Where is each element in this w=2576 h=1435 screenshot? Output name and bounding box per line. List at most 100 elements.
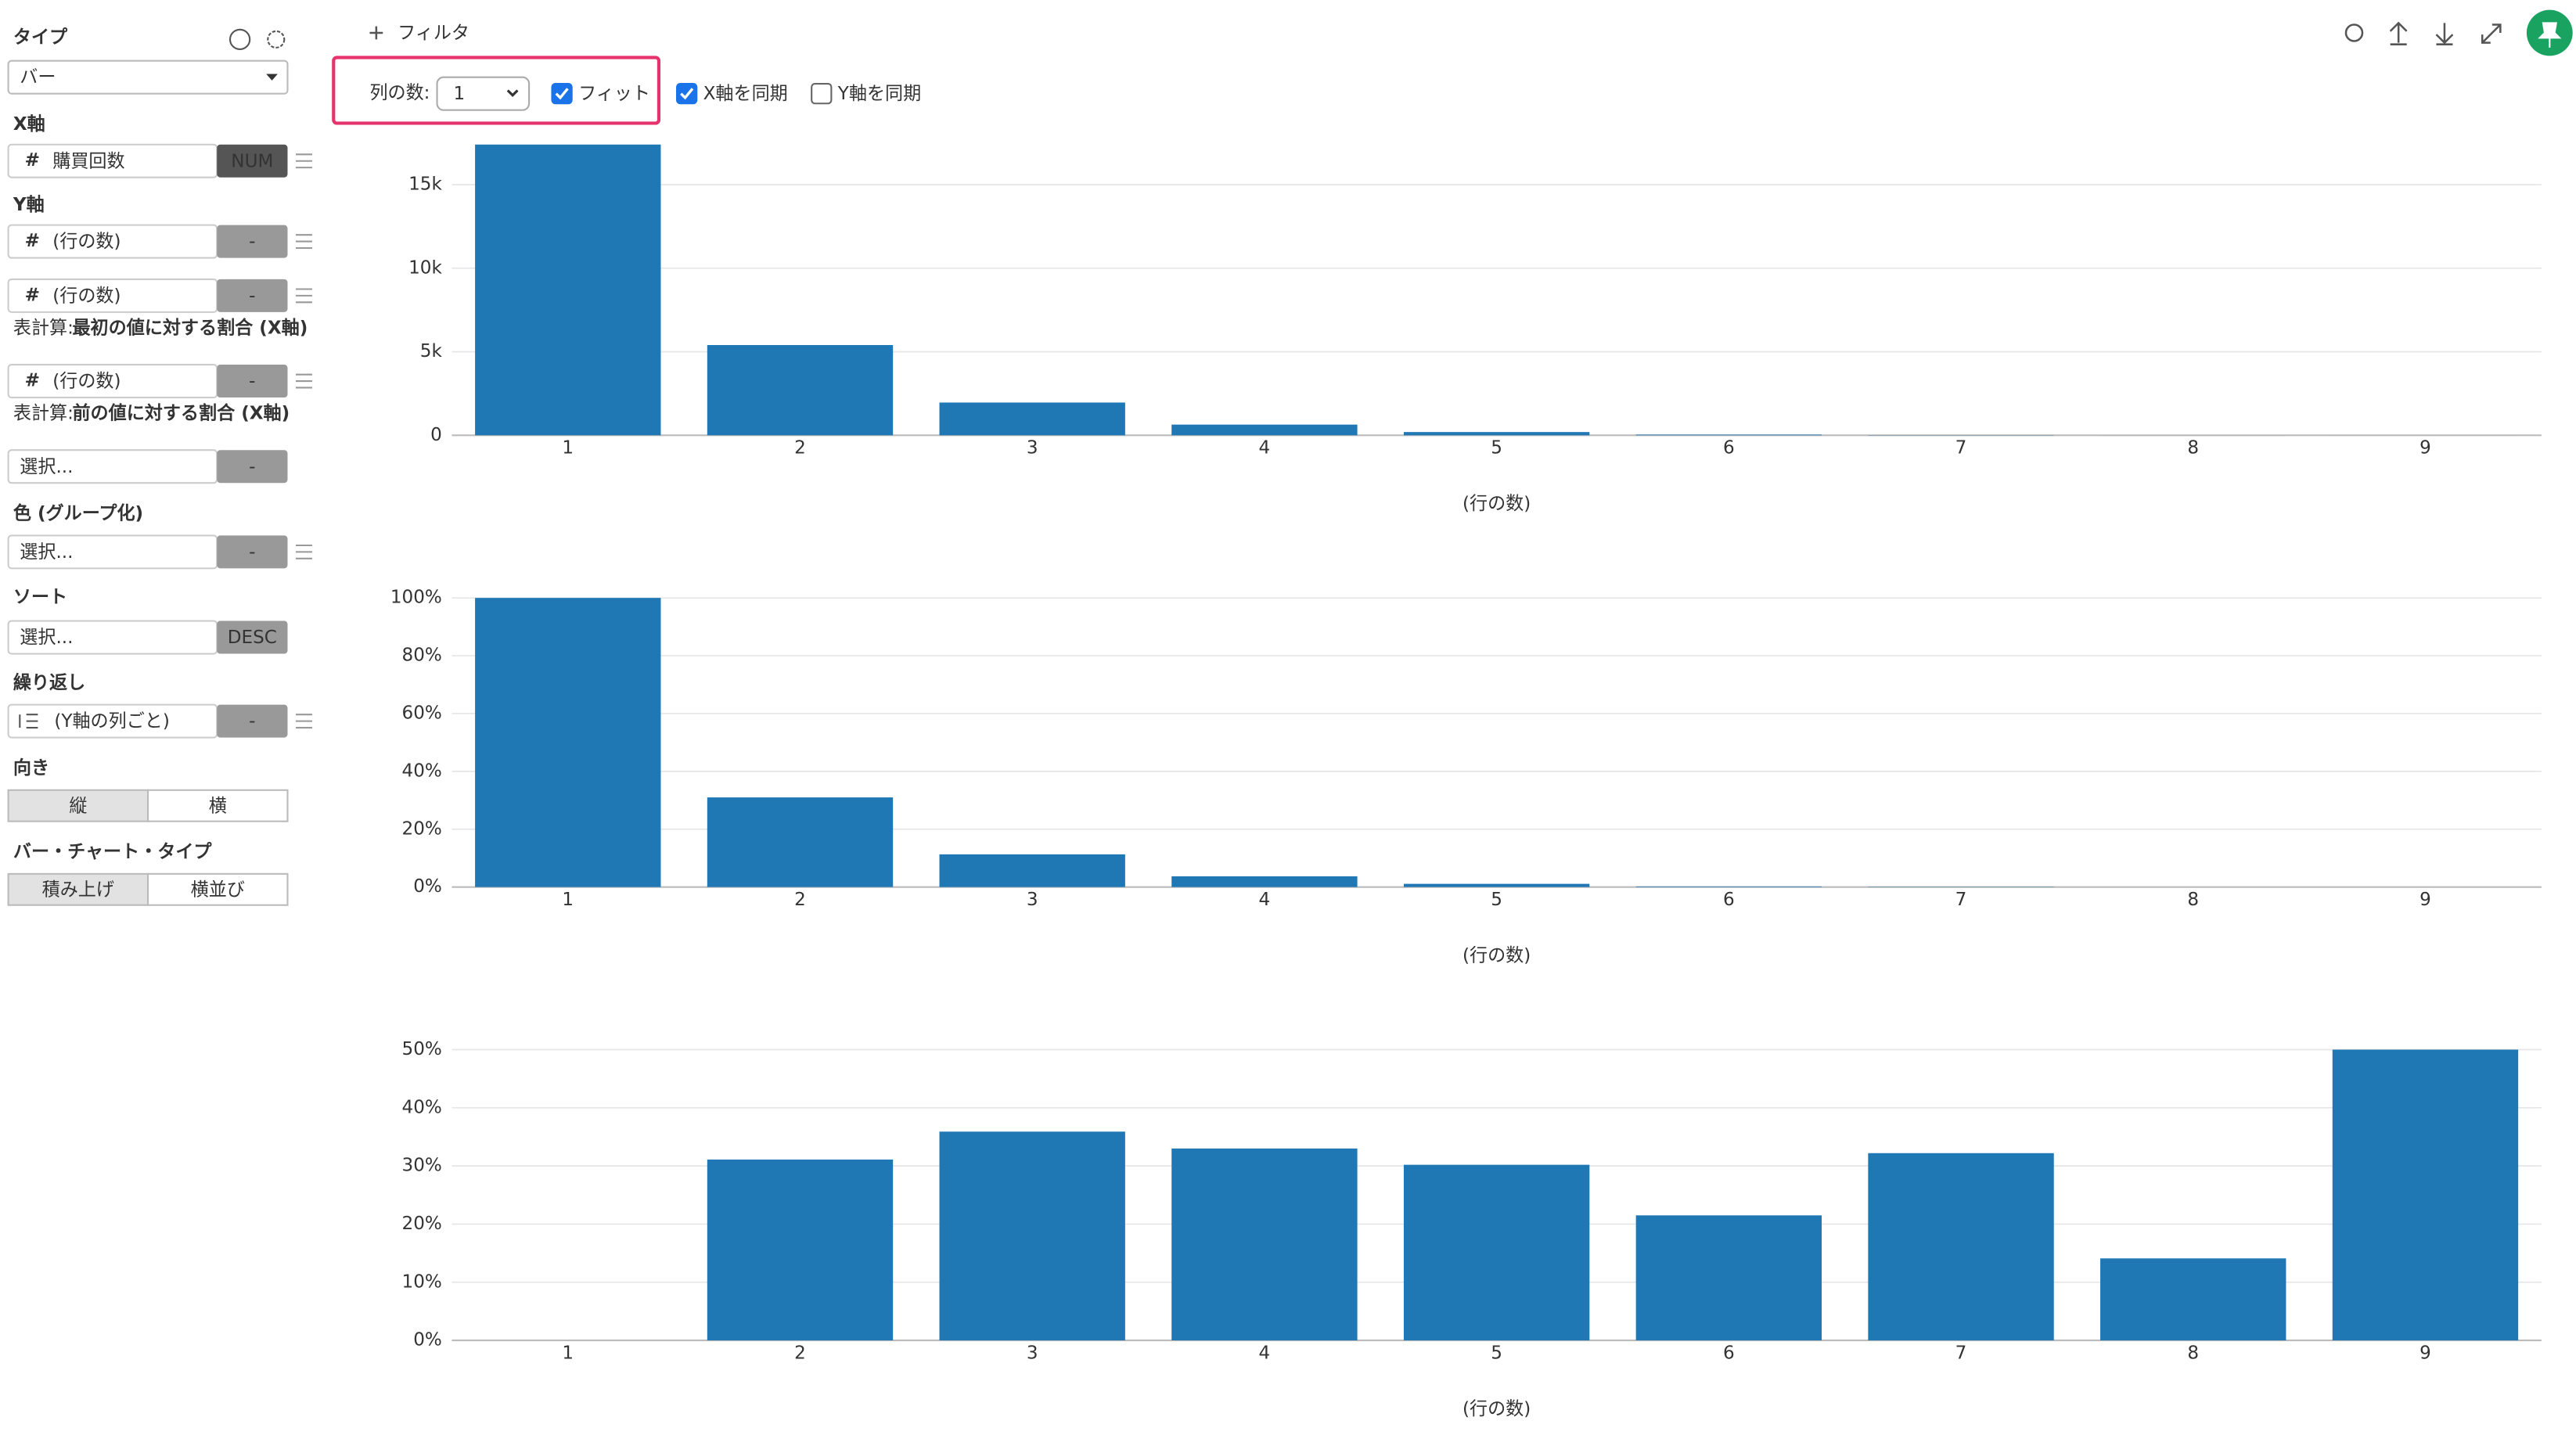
field-badge[interactable] — [217, 279, 288, 312]
y-tick-label: 5k — [420, 341, 443, 361]
x-tick-label: 2 — [794, 890, 806, 910]
bar — [1635, 1215, 1822, 1341]
x-axis-title: (行の数) — [1462, 494, 1531, 514]
field-icon: # — [25, 150, 40, 171]
x-tick-label: 3 — [1027, 890, 1038, 910]
bar — [1403, 1164, 1590, 1341]
bar — [1171, 1148, 1358, 1341]
columns-select[interactable] — [436, 76, 531, 111]
x-tick-label: 9 — [2419, 438, 2431, 459]
checkbox[interactable] — [675, 83, 698, 105]
field-badge[interactable] — [217, 620, 288, 654]
field-badge[interactable] — [217, 225, 288, 258]
drag-handle[interactable] — [295, 714, 312, 729]
field-name: 選択... — [20, 542, 73, 563]
drag-handle[interactable] — [295, 153, 312, 169]
y-tick-label: 40% — [402, 1097, 442, 1117]
checkbox[interactable] — [811, 83, 833, 105]
x-tick-label: 1 — [562, 438, 574, 459]
drag-handle[interactable] — [295, 544, 312, 559]
calc-prefix: 表計算: — [13, 404, 74, 424]
toggle-option[interactable] — [146, 872, 289, 906]
field-name: 選択... — [20, 628, 73, 648]
calc-prefix: 表計算: — [13, 318, 74, 338]
bar — [939, 854, 1125, 887]
x-tick-label: 5 — [1491, 438, 1502, 459]
x-tick-label: 4 — [1259, 438, 1271, 459]
toggle-option[interactable] — [7, 872, 149, 906]
x-tick-label: 6 — [1723, 1343, 1735, 1363]
y-tick-label: 10k — [408, 257, 442, 278]
y-tick-label: 0% — [413, 876, 442, 897]
y-tick-label: 15k — [408, 174, 442, 194]
y-tick-label: 0% — [413, 1330, 442, 1350]
x-tick-label: 9 — [2419, 890, 2431, 910]
drag-handle[interactable] — [295, 373, 312, 389]
x-tick-label: 7 — [1955, 890, 1967, 910]
field-name: (行の数) — [52, 372, 121, 392]
columns-value: 1 — [454, 84, 466, 104]
field-badge-text: - — [249, 232, 255, 252]
bar — [1403, 432, 1590, 436]
x-tick-label: 8 — [2187, 890, 2199, 910]
field-badge[interactable] — [217, 535, 288, 569]
y-tick-label: 60% — [402, 703, 442, 723]
comment-icon[interactable] — [2344, 23, 2364, 42]
help-icon[interactable] — [228, 28, 251, 51]
add-filter-icon[interactable] — [369, 26, 383, 40]
bar — [707, 1159, 894, 1341]
field-name: (Y軸の列ごと) — [54, 711, 170, 732]
drag-handle[interactable] — [295, 234, 312, 250]
field-badge-text: - — [249, 542, 255, 563]
drag-handle[interactable] — [295, 288, 312, 304]
bar — [2332, 1049, 2519, 1341]
field-badge-text: - — [249, 372, 255, 392]
x-tick-label: 8 — [2187, 1343, 2199, 1363]
toggle-option-text: 縦 — [69, 796, 87, 816]
x-tick-label: 7 — [1955, 438, 1967, 459]
section-label: Y軸 — [13, 195, 45, 215]
x-tick-label: 5 — [1491, 1343, 1502, 1363]
bar — [939, 402, 1125, 436]
x-tick-label: 4 — [1259, 890, 1271, 910]
checkmark — [680, 88, 694, 100]
y-tick-label: 20% — [402, 818, 442, 839]
select-arrow — [266, 74, 278, 81]
field-badge[interactable] — [217, 704, 288, 738]
expand-icon[interactable] — [2481, 23, 2502, 44]
section-label: ソート — [13, 588, 67, 608]
bar — [939, 1131, 1125, 1341]
x-tick-label: 6 — [1723, 890, 1735, 910]
y-tick-label: 0 — [430, 425, 442, 445]
checkbox-label: フィット — [578, 84, 650, 104]
field-badge[interactable] — [217, 365, 288, 398]
y-tick-label: 40% — [402, 761, 442, 781]
highlight-box — [332, 56, 661, 125]
field-badge[interactable] — [217, 450, 288, 484]
checkbox[interactable] — [551, 83, 573, 105]
field-icon: # — [25, 285, 40, 305]
settings-icon[interactable] — [267, 30, 286, 49]
field-badge[interactable] — [217, 144, 288, 178]
x-tick-label: 3 — [1027, 1343, 1038, 1363]
bar — [707, 345, 894, 436]
bar — [475, 598, 661, 887]
toggle-option[interactable] — [146, 789, 289, 822]
bar — [1635, 434, 1822, 436]
type-select[interactable] — [7, 59, 289, 95]
field-name: (行の数) — [52, 232, 121, 252]
y-tick-label: 30% — [402, 1156, 442, 1176]
bar — [1171, 424, 1358, 436]
x-tick-label: 2 — [794, 438, 806, 459]
field-icon: # — [25, 231, 40, 251]
x-tick-label: 7 — [1955, 1343, 1967, 1363]
x-axis-title: (行の数) — [1462, 1399, 1531, 1419]
x-tick-label: 2 — [794, 1343, 806, 1363]
field-name: 購買回数 — [52, 151, 124, 171]
bar — [475, 144, 661, 436]
download-icon[interactable] — [2435, 23, 2454, 45]
upload-icon[interactable] — [2389, 21, 2408, 45]
y-tick-label: 10% — [402, 1271, 442, 1292]
checkbox-label: X軸を同期 — [703, 84, 788, 104]
